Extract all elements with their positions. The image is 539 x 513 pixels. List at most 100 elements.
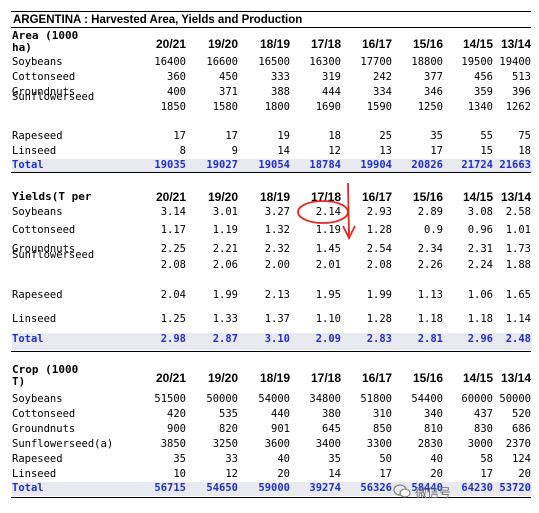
row-label: Soybeans	[12, 56, 63, 68]
table-row: Linseed 8 9 14 12 13 17 15 18	[12, 145, 532, 160]
table-row: Rapeseed 2.04 1.99 2.13 1.95 1.99 1.13 1.06 1.65	[12, 289, 532, 304]
table-cell: 8	[179, 145, 186, 157]
area-total-row: Total 19035 19027 19054 18784 19904 20826 21724…	[12, 159, 532, 173]
crop-section-label: Crop (1000 T)	[12, 364, 78, 388]
table-cell: 50	[379, 453, 392, 465]
table-cell: 2.54	[366, 243, 392, 255]
table-cell: 19500	[461, 56, 493, 68]
total-cell: 18784	[309, 159, 341, 171]
table-cell: 15	[480, 145, 493, 157]
table-cell: 12	[225, 468, 238, 480]
area-section-label-line1: Area (1000	[12, 29, 79, 42]
table-cell: 3300	[366, 438, 392, 450]
table-cell: 3000	[467, 438, 493, 450]
crop-year-header: 17/18	[310, 371, 341, 385]
table-row: Soybeans 3.14 3.01 3.27 2.14 2.93 2.89 3.08 2.58	[12, 206, 532, 221]
row-label: Sunflowerseed	[12, 91, 95, 103]
table-cell: 346	[424, 86, 443, 98]
crop-year-header: 16/17	[361, 371, 392, 385]
yields-year-header: 16/17	[361, 190, 392, 204]
total-cell: 56715	[154, 482, 186, 494]
table-cell: 1.14	[505, 313, 531, 325]
table-cell: 2.00	[264, 259, 290, 271]
table-cell: 1.99	[212, 289, 238, 301]
table-row: Soybeans 16400 16600 16500 16300 17700 18800 19…	[12, 56, 532, 71]
table-cell: 377	[424, 71, 443, 83]
table-row: Cottonseed 420 535 440 380 310 340 437 520	[12, 408, 532, 423]
table-cell: 50000	[499, 393, 531, 405]
table-row: Soybeans 51500 50000 54000 34800 51800 54400 60…	[12, 393, 532, 408]
crop-section-label-line2: T)	[12, 375, 26, 388]
table-cell: 371	[219, 86, 238, 98]
table-cell: 2.34	[417, 243, 443, 255]
table-cell: 16300	[309, 56, 341, 68]
yields-year-header: 18/19	[259, 190, 290, 204]
area-year-header: 19/20	[207, 37, 238, 51]
table-cell: 0.9	[424, 224, 443, 236]
table-cell: 18	[328, 130, 341, 142]
table-cell: 3600	[264, 438, 290, 450]
table-cell: 54400	[411, 393, 443, 405]
table-cell: 55	[480, 130, 493, 142]
table-cell: 19400	[499, 56, 531, 68]
table-cell: 2.14	[315, 206, 341, 218]
area-year-header: 14/15	[462, 37, 493, 51]
total-cell: 64230	[461, 482, 493, 494]
total-label: Total	[12, 482, 44, 494]
table-cell: 35	[430, 130, 443, 142]
table-cell: 75	[518, 130, 531, 142]
yields-header-row: Yields(T per 20/21 19/20 18/19 17/18 16/17 15/…	[12, 188, 532, 204]
table-cell: 17	[225, 130, 238, 142]
table-cell: 40	[277, 453, 290, 465]
table-cell: 2.25	[160, 243, 186, 255]
table-cell: 20	[518, 468, 531, 480]
area-year-header: 18/19	[259, 37, 290, 51]
table-cell: 3.27	[264, 206, 290, 218]
row-label: Cottonseed	[12, 224, 76, 236]
table-cell: 645	[322, 423, 341, 435]
chat-bubble-icon	[393, 484, 411, 498]
table-cell: 54000	[258, 393, 290, 405]
table-cell: 2.01	[315, 259, 341, 271]
total-cell: 39274	[309, 482, 341, 494]
section-divider	[11, 351, 531, 352]
row-label: Sunflowerseed(a)	[12, 438, 114, 450]
total-cell: 2.87	[212, 333, 238, 345]
table-cell: 18800	[411, 56, 443, 68]
area-year-header: 17/18	[310, 37, 341, 51]
table-cell: 1.28	[366, 313, 392, 325]
row-label: Groundnuts	[12, 86, 76, 98]
table-cell: 17	[430, 145, 443, 157]
table-cell: 2.21	[212, 243, 238, 255]
table-row: Rapeseed 35 33 40 35 50 40 58 124	[12, 453, 532, 468]
table-cell: 14	[277, 145, 290, 157]
total-cell: 2.81	[417, 333, 443, 345]
table-cell: 16500	[258, 56, 290, 68]
table-row: Groundnuts 400 371 388 444 334 346 359 396	[12, 86, 532, 101]
total-cell: 2.83	[366, 333, 392, 345]
total-cell: 58440	[411, 482, 443, 494]
table-cell: 388	[271, 86, 290, 98]
table-cell: 2.13	[264, 289, 290, 301]
table-cell: 1.33	[212, 313, 238, 325]
area-year-header: 16/17	[361, 37, 392, 51]
table-cell: 810	[424, 423, 443, 435]
table-cell: 35	[328, 453, 341, 465]
table-row: Cottonseed 360 450 333 319 242 377 456 513	[12, 71, 532, 86]
table-cell: 1.06	[467, 289, 493, 301]
table-cell: 17	[480, 468, 493, 480]
total-cell: 54650	[206, 482, 238, 494]
table-cell: 3250	[212, 438, 238, 450]
table-cell: 2.89	[417, 206, 443, 218]
table-cell: 19	[277, 130, 290, 142]
table-cell: 1.19	[212, 224, 238, 236]
table-cell: 444	[322, 86, 341, 98]
crop-year-header: 14/15	[462, 371, 493, 385]
table-cell: 33	[225, 453, 238, 465]
table-cell: 450	[219, 71, 238, 83]
table-cell: 13	[379, 145, 392, 157]
crop-section-label-line1: Crop (1000	[12, 363, 79, 376]
table-cell: 1580	[212, 101, 238, 113]
total-cell: 53720	[499, 482, 531, 494]
table-row: Groundnuts 2.25 2.21 2.32 1.45 2.54 2.34 2.31 1.…	[12, 243, 532, 258]
